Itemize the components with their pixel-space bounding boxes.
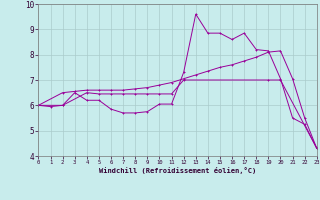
X-axis label: Windchill (Refroidissement éolien,°C): Windchill (Refroidissement éolien,°C) bbox=[99, 167, 256, 174]
